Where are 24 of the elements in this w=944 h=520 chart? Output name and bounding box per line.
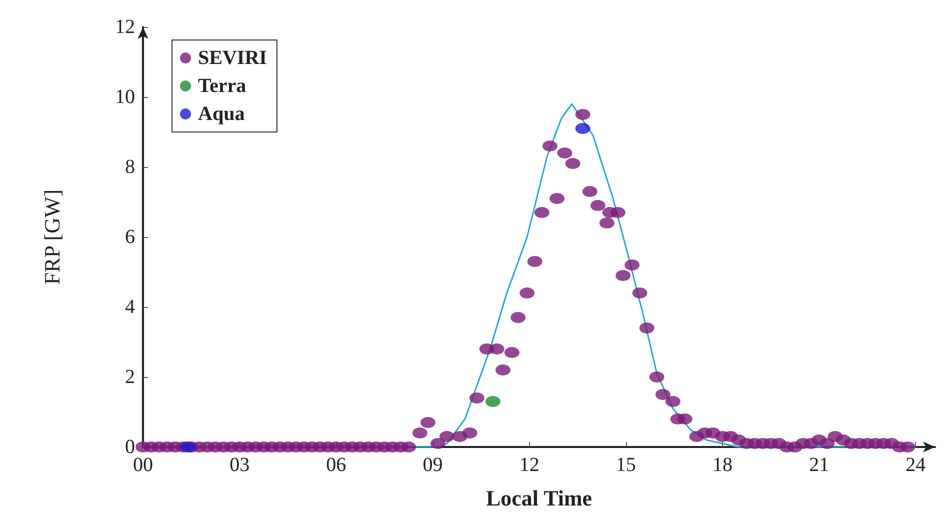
legend-label: Terra xyxy=(198,75,246,97)
x-tick-label: 15 xyxy=(616,454,636,476)
y-tick-label: 8 xyxy=(125,156,135,178)
point xyxy=(485,396,500,407)
y-tick-label: 0 xyxy=(125,436,135,458)
y-tick-label: 4 xyxy=(125,296,135,318)
y-tick-label: 10 xyxy=(115,86,135,108)
x-tick-label: 24 xyxy=(906,454,926,476)
point xyxy=(180,442,196,452)
x-tick-label: 09 xyxy=(422,454,443,476)
x-tick-label: 21 xyxy=(809,454,830,476)
y-tick-label: 6 xyxy=(125,226,135,248)
x-tick-label: 06 xyxy=(326,454,346,476)
legend-label: SEVIRI xyxy=(198,47,268,69)
x-tick-label: 18 xyxy=(712,454,733,476)
y-tick-label: 12 xyxy=(115,16,135,38)
x-tick-label: 03 xyxy=(230,454,250,476)
y-tick-label: 2 xyxy=(125,366,135,388)
legend-label: Aqua xyxy=(198,103,245,125)
x-tick-label: 12 xyxy=(519,454,540,476)
point xyxy=(575,123,590,134)
x-axis-title: Local Time xyxy=(486,486,592,510)
y-axis-title: FRP [GW] xyxy=(40,189,64,285)
x-tick-label: 00 xyxy=(133,454,153,476)
